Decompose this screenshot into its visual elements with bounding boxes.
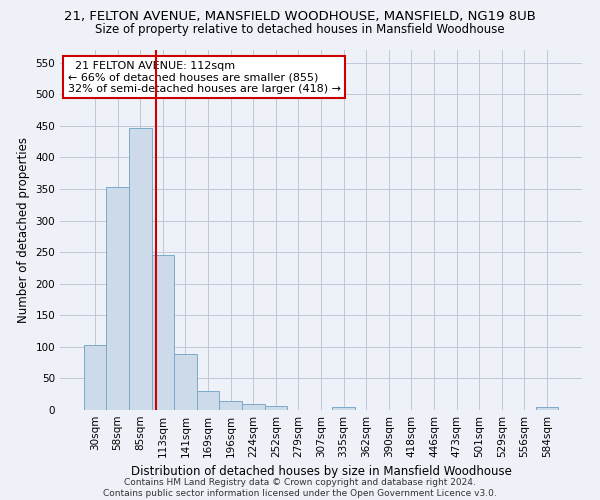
Bar xyxy=(106,187,129,410)
Text: 21, FELTON AVENUE, MANSFIELD WOODHOUSE, MANSFIELD, NG19 8UB: 21, FELTON AVENUE, MANSFIELD WOODHOUSE, … xyxy=(64,10,536,23)
Text: Contains HM Land Registry data © Crown copyright and database right 2024.
Contai: Contains HM Land Registry data © Crown c… xyxy=(103,478,497,498)
Y-axis label: Number of detached properties: Number of detached properties xyxy=(17,137,30,323)
Bar xyxy=(174,354,197,410)
Bar xyxy=(129,128,152,410)
Bar xyxy=(197,391,220,410)
X-axis label: Distribution of detached houses by size in Mansfield Woodhouse: Distribution of detached houses by size … xyxy=(131,466,511,478)
Text: Size of property relative to detached houses in Mansfield Woodhouse: Size of property relative to detached ho… xyxy=(95,22,505,36)
Bar xyxy=(265,406,287,410)
Bar xyxy=(152,256,174,410)
Bar xyxy=(84,345,106,410)
Text: 21 FELTON AVENUE: 112sqm
← 66% of detached houses are smaller (855)
32% of semi-: 21 FELTON AVENUE: 112sqm ← 66% of detach… xyxy=(68,61,341,94)
Bar xyxy=(242,404,265,410)
Bar xyxy=(536,407,558,410)
Bar xyxy=(332,407,355,410)
Bar xyxy=(220,401,242,410)
